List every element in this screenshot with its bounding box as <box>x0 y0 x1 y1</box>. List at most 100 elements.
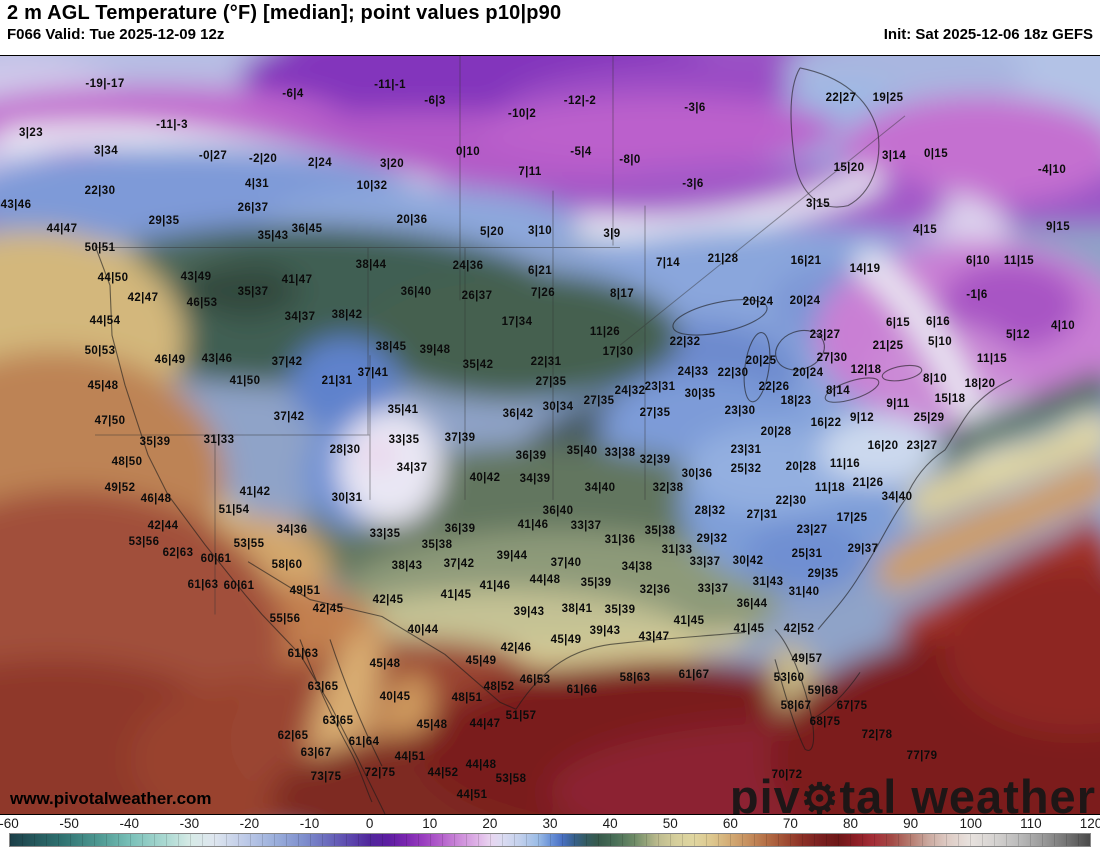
point-value: -8|0 <box>619 154 641 166</box>
point-value: 3|20 <box>379 158 405 170</box>
point-value: 61|64 <box>348 736 380 748</box>
colorbar-tick: -20 <box>239 816 260 831</box>
colorbar-ticks: -60 -50 -40 -30 -20 -10 0 10 20 30 40 50 60 70 80 90 100… <box>0 815 1100 832</box>
brand-text-left: piv <box>729 770 801 815</box>
point-value: 21|31 <box>321 375 353 387</box>
point-value: 8|17 <box>609 288 635 300</box>
point-value: 32|38 <box>652 482 684 494</box>
colorbar-tick: 80 <box>843 816 859 831</box>
point-value: 42|46 <box>500 642 532 654</box>
point-value: 44|54 <box>89 315 121 327</box>
point-value: 72|75 <box>364 767 396 779</box>
point-value: 9|11 <box>886 398 910 410</box>
point-value: 11|16 <box>829 458 861 470</box>
point-value: -1|6 <box>966 289 988 301</box>
point-value: 27|35 <box>583 395 615 407</box>
colorbar-tick: 90 <box>903 816 919 831</box>
point-value: 53|58 <box>495 773 527 785</box>
point-value: 67|75 <box>836 700 868 712</box>
point-value: 43|46 <box>0 199 32 211</box>
point-value: 58|60 <box>271 559 303 571</box>
point-value: 29|32 <box>696 533 728 545</box>
point-value: 49|51 <box>289 585 321 597</box>
point-value: 38|44 <box>355 259 387 271</box>
point-value: 18|20 <box>964 378 996 390</box>
point-value: 41|47 <box>281 274 313 286</box>
point-value: 6|16 <box>925 316 951 328</box>
point-value: 7|11 <box>518 166 542 178</box>
point-value: 5|20 <box>479 226 505 238</box>
point-value: 20|28 <box>785 461 817 473</box>
point-value: 37|42 <box>273 411 305 423</box>
header: 2 m AGL Temperature (°F) [median]; point… <box>0 0 1100 55</box>
point-value: 26|37 <box>237 202 269 214</box>
point-value: 22|32 <box>669 336 701 348</box>
point-value: 34|39 <box>519 473 551 485</box>
point-value: 37|39 <box>444 432 476 444</box>
point-value: 17|30 <box>602 346 634 358</box>
point-value: 20|28 <box>760 426 792 438</box>
point-value: 60|61 <box>223 580 255 592</box>
point-value: 9|12 <box>849 412 875 424</box>
point-value: 39|43 <box>589 625 621 637</box>
point-value: 50|51 <box>84 242 116 254</box>
point-value: 42|45 <box>312 603 344 615</box>
point-value: 35|39 <box>139 436 171 448</box>
point-value: -2|20 <box>248 153 278 165</box>
point-value: 35|42 <box>462 359 494 371</box>
point-value: 48|50 <box>111 456 143 468</box>
map-canvas[interactable]: -19|-17 -6|4 -11|-3 -11|-1 -6|3 -12|-2 -10|2 -3… <box>0 55 1100 815</box>
point-value: 38|43 <box>391 560 423 572</box>
point-value: 10|32 <box>356 180 388 192</box>
point-value: 36|39 <box>515 450 547 462</box>
point-value: 11|18 <box>814 482 846 494</box>
point-value: 9|15 <box>1045 221 1071 233</box>
point-value: 43|47 <box>638 631 670 643</box>
point-value: 32|39 <box>639 454 671 466</box>
point-value: 30|42 <box>732 555 764 567</box>
point-value: 34|37 <box>284 311 316 323</box>
point-value: 44|47 <box>469 718 501 730</box>
point-value: 3|14 <box>881 150 907 162</box>
point-value: 61|63 <box>287 648 319 660</box>
point-value: 30|31 <box>331 492 363 504</box>
point-value: 22|30 <box>775 495 807 507</box>
point-value: 45|48 <box>416 719 448 731</box>
point-value: 25|29 <box>913 412 945 424</box>
point-value: 18|23 <box>780 395 812 407</box>
point-value: 22|27 <box>825 92 857 104</box>
valid-time-label: F066 Valid: Tue 2025-12-09 12z <box>7 26 225 43</box>
point-value: 53|55 <box>233 538 265 550</box>
point-value: 31|36 <box>604 534 636 546</box>
point-value: 24|33 <box>677 366 709 378</box>
point-value: 51|54 <box>218 504 250 516</box>
point-value: 11|26 <box>589 326 621 338</box>
point-value: 58|63 <box>619 672 651 684</box>
point-value: 26|37 <box>461 290 493 302</box>
point-value: 36|44 <box>736 598 768 610</box>
point-value: 63|65 <box>322 715 354 727</box>
point-value: 45|49 <box>465 655 497 667</box>
point-value: 22|30 <box>717 367 749 379</box>
point-value: 8|14 <box>825 385 851 397</box>
point-value: 27|31 <box>746 509 778 521</box>
point-value: 29|37 <box>847 543 879 555</box>
point-value: 8|10 <box>922 373 948 385</box>
point-value: 20|24 <box>789 295 821 307</box>
point-value: 17|34 <box>501 316 533 328</box>
point-value: 37|42 <box>271 356 303 368</box>
point-value: 41|45 <box>733 623 765 635</box>
point-value: 42|47 <box>127 292 159 304</box>
point-value: 46|49 <box>154 354 186 366</box>
point-labels-layer: -19|-17 -6|4 -11|-3 -11|-1 -6|3 -12|-2 -10|2 -3… <box>0 56 1100 814</box>
colorbar-tick: 30 <box>542 816 558 831</box>
coastline-borders <box>94 67 1013 814</box>
point-value: 5|12 <box>1005 329 1031 341</box>
colorbar-tick: 70 <box>782 816 798 831</box>
point-value: 21|28 <box>707 253 739 265</box>
point-value: 37|41 <box>357 367 389 379</box>
point-value: 42|52 <box>783 623 815 635</box>
brand-text-right: tal weather <box>839 770 1096 815</box>
point-value: 35|43 <box>257 230 289 242</box>
point-value: 4|31 <box>244 178 270 190</box>
